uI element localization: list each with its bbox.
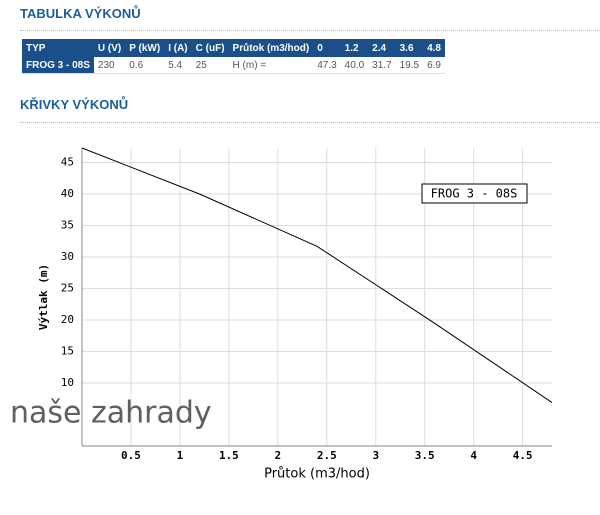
cell: H (m) = bbox=[228, 57, 314, 74]
y-tick-label: 45 bbox=[61, 155, 74, 168]
header-row: TYP U (V) P (kW) I (A) C (uF) Průtok (m3/hod)… bbox=[22, 39, 445, 57]
y-tick-label: 25 bbox=[61, 281, 74, 294]
x-tick-label: 1.5 bbox=[219, 449, 239, 462]
cell: 19.5 bbox=[395, 57, 424, 74]
cell: 6.9 bbox=[423, 57, 445, 74]
cell: 31.7 bbox=[368, 57, 396, 74]
cell: 0.6 bbox=[125, 57, 165, 74]
x-tick-label: 1 bbox=[177, 449, 184, 462]
x-tick-label: 3.5 bbox=[415, 449, 435, 462]
y-tick-label: 30 bbox=[61, 250, 74, 263]
header-cell: I (A) bbox=[164, 39, 192, 57]
x-tick-label: 4 bbox=[470, 449, 477, 462]
header-cell: 0 bbox=[313, 39, 341, 57]
y-tick-label: 10 bbox=[61, 376, 74, 389]
y-axis-label: Výtlak (m) bbox=[37, 264, 50, 330]
x-tick-label: 2.5 bbox=[317, 449, 337, 462]
separator bbox=[20, 30, 600, 31]
legend-entry: FROG 3 - 08S bbox=[431, 187, 518, 201]
header-cell: 2.4 bbox=[368, 39, 396, 57]
header-cell: P (kW) bbox=[125, 39, 165, 57]
cell: 5.4 bbox=[164, 57, 192, 74]
cell: 47.3 bbox=[313, 57, 341, 74]
header-cell: 4.8 bbox=[423, 39, 445, 57]
y-tick-label: 40 bbox=[61, 187, 74, 200]
cell: FROG 3 - 08S bbox=[22, 57, 94, 74]
line bbox=[81, 147, 553, 403]
cell: 25 bbox=[191, 57, 229, 74]
section-title: TABULKA VÝKONŮ bbox=[20, 6, 141, 21]
x-axis-label: Průtok (m3/hod) bbox=[264, 467, 370, 482]
performance-table: TYP U (V) P (kW) I (A) C (uF) Průtok (m3/hod)… bbox=[22, 39, 445, 74]
legend-box bbox=[421, 183, 528, 204]
cell: 40.0 bbox=[340, 57, 369, 74]
header-cell: 3.6 bbox=[395, 39, 424, 57]
row: FROG 3 - 08S 230 0.6 5.4 25 H (m) = 47.3 40.0 31… bbox=[22, 57, 445, 74]
separator bbox=[20, 122, 600, 123]
header-cell: 1.2 bbox=[340, 39, 369, 57]
x-tick-label: 0.5 bbox=[121, 449, 141, 462]
y-tick-label: 20 bbox=[61, 313, 74, 326]
header-cell: TYP bbox=[22, 39, 94, 57]
header-cell: U (V) bbox=[93, 39, 126, 57]
header-cell: C (uF) bbox=[191, 39, 229, 57]
section-title: KŘIVKY VÝKONŮ bbox=[20, 97, 129, 112]
chart: 10 15 20 25 30 35 40 45 0.5 1 1.5 2 2.5 3 3.5 4 4.5 Průto… bbox=[10, 147, 553, 482]
cell: 230 bbox=[93, 57, 126, 74]
x-tick-label: 2 bbox=[275, 449, 282, 462]
y-tick-label: 15 bbox=[61, 344, 74, 357]
watermark: naše zahrady bbox=[10, 396, 212, 431]
x-tick-label: 3 bbox=[372, 449, 379, 462]
y-tick-label: 35 bbox=[61, 218, 74, 231]
header-cell: Průtok (m3/hod) bbox=[228, 39, 314, 57]
x-tick-label: 4.5 bbox=[513, 449, 533, 462]
